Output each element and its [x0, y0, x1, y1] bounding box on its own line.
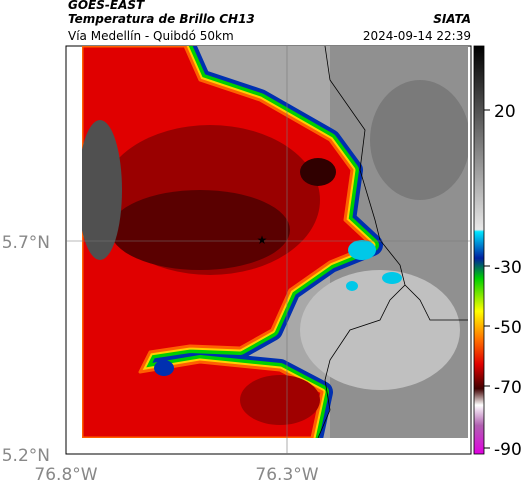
colorbar-label: -90 [494, 440, 522, 460]
route: Vía Medellín - Quibdó 50km [68, 29, 234, 43]
brand: SIATA [433, 12, 471, 26]
colorbar-label: -30 [494, 258, 522, 278]
city-marker: ★ [257, 233, 268, 247]
colorbar-label: 20 [494, 102, 516, 122]
lat-label: 5.2°N [2, 446, 50, 466]
colorbar-ticks [484, 109, 490, 449]
colorbar-label: -50 [494, 318, 522, 338]
lon-label: 76.3°W [255, 465, 318, 485]
source: GOES-EAST [68, 0, 145, 12]
timestamp: 2024-09-14 22:39 [363, 29, 471, 43]
title: Temperatura de Brillo CH13 [68, 12, 255, 26]
lat-label: 5.7°N [2, 233, 50, 253]
colorbar-label: -70 [494, 378, 522, 398]
lon-label: 76.8°W [34, 465, 97, 485]
colorbar [473, 45, 485, 455]
satellite-field [82, 46, 468, 438]
